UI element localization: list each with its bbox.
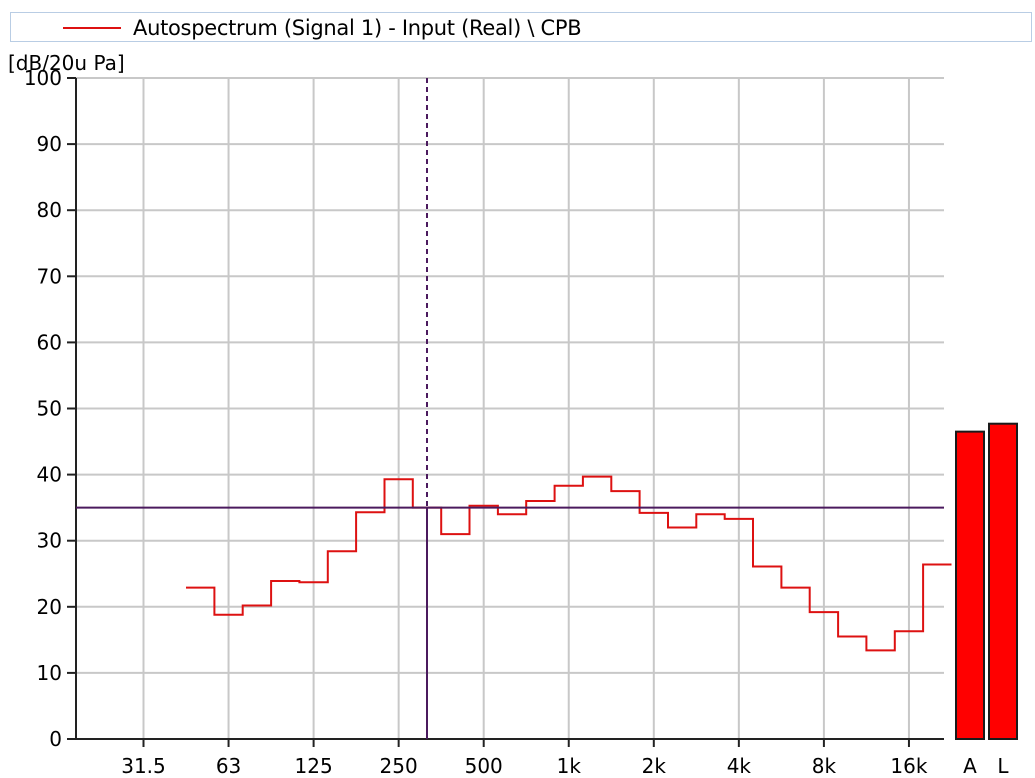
y-tick-label: 50 xyxy=(37,397,62,421)
x-tick-label: 1k xyxy=(557,754,582,778)
legend-line-swatch xyxy=(63,27,121,29)
y-tick-label: 90 xyxy=(37,132,62,156)
y-tick-label: 70 xyxy=(37,264,62,288)
y-tick-label: 100 xyxy=(24,66,62,90)
x-tick-label: 2k xyxy=(642,754,667,778)
y-tick-label: 10 xyxy=(37,661,62,685)
legend-label: Autospectrum (Signal 1) - Input (Real) \… xyxy=(133,16,582,40)
spectrum-series-line xyxy=(186,475,952,652)
y-tick-label: 20 xyxy=(37,595,62,619)
y-tick-label: 30 xyxy=(37,529,62,553)
overall-bar-label-l: L xyxy=(997,754,1009,778)
x-tick-label: 4k xyxy=(727,754,752,778)
x-tick-label: 500 xyxy=(465,754,503,778)
y-tick-label: 60 xyxy=(37,330,62,354)
x-tick-label: 8k xyxy=(812,754,837,778)
x-tick-label: 63 xyxy=(216,754,241,778)
overall-bar-a[interactable] xyxy=(955,430,985,740)
x-tick-label: 31.5 xyxy=(121,754,166,778)
x-tick-label: 16k xyxy=(890,754,927,778)
overall-bar-label-a: A xyxy=(963,754,977,778)
legend[interactable]: Autospectrum (Signal 1) - Input (Real) \… xyxy=(10,12,1032,42)
x-tick-label: 125 xyxy=(295,754,333,778)
y-tick-label: 40 xyxy=(37,463,62,487)
x-tick-label: 250 xyxy=(380,754,418,778)
y-tick-label: 80 xyxy=(37,198,62,222)
overall-bar-l[interactable] xyxy=(988,422,1018,740)
y-tick-label: 0 xyxy=(49,727,62,751)
y-axis-unit-label: [dB/20u Pa] xyxy=(8,51,125,75)
